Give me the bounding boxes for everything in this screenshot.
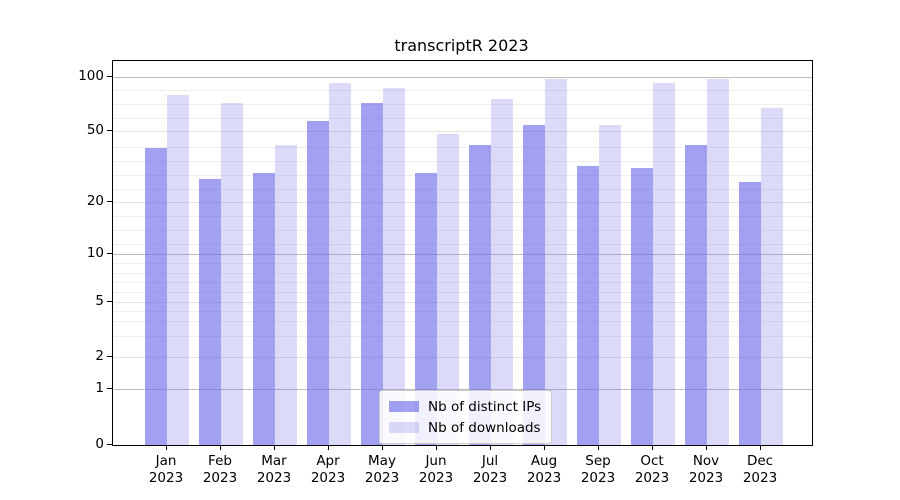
bar-nb-of-downloads-jul — [491, 99, 513, 445]
y-tick-mark-2 — [107, 356, 112, 357]
bar-nb-of-downloads-oct — [653, 83, 675, 445]
y-tick-label-1: 1 — [95, 380, 104, 396]
y-tick-label-10: 10 — [86, 245, 104, 261]
y-tick-label-50: 50 — [86, 122, 104, 138]
gridline-minor — [113, 336, 812, 337]
gridline-minor — [113, 161, 812, 162]
bar-nb-of-downloads-jan — [167, 95, 189, 445]
bar-nb-of-distinct-ips-nov — [685, 144, 707, 445]
gridline-minor — [113, 104, 812, 105]
bar-nb-of-downloads-mar — [275, 144, 297, 445]
x-tick-mark-feb — [220, 445, 221, 450]
gridline-major-1 — [113, 389, 812, 390]
bar-nb-of-downloads-dec — [761, 108, 783, 445]
gridline-minor — [113, 216, 812, 217]
y-tick-label-5: 5 — [95, 293, 104, 309]
gridline-minor — [113, 321, 812, 322]
x-tick-label-dec: Dec 2023 — [742, 453, 778, 486]
bar-nb-of-distinct-ips-dec — [739, 181, 761, 445]
x-tick-label-apr: Apr 2023 — [310, 453, 346, 486]
bar-nb-of-downloads-jun — [437, 134, 459, 445]
legend-label-downloads: Nb of downloads — [428, 419, 541, 436]
gridline-minor — [113, 292, 812, 293]
gridline-minor — [113, 273, 812, 274]
y-tick-label-2: 2 — [95, 348, 104, 364]
x-tick-mark-apr — [328, 445, 329, 450]
bar-nb-of-distinct-ips-oct — [631, 168, 653, 445]
bar-nb-of-downloads-may — [383, 87, 405, 445]
y-tick-label-0: 0 — [95, 436, 104, 452]
y-tick-label-100: 100 — [78, 68, 104, 84]
y-tick-mark-50 — [107, 130, 112, 131]
plot-area — [112, 60, 813, 446]
x-tick-mark-nov — [706, 445, 707, 450]
gridline-minor — [113, 118, 812, 119]
bar-nb-of-distinct-ips-jan — [145, 148, 167, 445]
gridline-5 — [113, 302, 812, 303]
bar-nb-of-distinct-ips-mar — [253, 173, 275, 445]
x-tick-label-jul: Jul 2023 — [472, 453, 508, 486]
legend-label-distinct-ips: Nb of distinct IPs — [428, 398, 542, 415]
bar-nb-of-downloads-aug — [545, 78, 567, 445]
legend-item-downloads: Nb of downloads — [389, 417, 541, 438]
bar-nb-of-downloads-apr — [329, 83, 351, 445]
x-tick-mark-jan — [166, 445, 167, 450]
x-tick-label-jan: Jan 2023 — [148, 453, 184, 486]
bar-nb-of-distinct-ips-apr — [307, 120, 329, 445]
legend-item-distinct-ips: Nb of distinct IPs — [389, 396, 541, 417]
legend: Nb of distinct IPs Nb of downloads — [379, 390, 553, 444]
bar-nb-of-distinct-ips-sep — [577, 165, 599, 445]
y-tick-label-20: 20 — [86, 193, 104, 209]
bar-nb-of-distinct-ips-may — [361, 102, 383, 445]
x-tick-label-mar: Mar 2023 — [256, 453, 292, 486]
bar-nb-of-distinct-ips-jul — [469, 144, 491, 445]
gridline-2 — [113, 357, 812, 358]
chart-title: transcriptR 2023 — [394, 36, 529, 55]
gridline-minor — [113, 263, 812, 264]
gridline-minor — [113, 147, 812, 148]
gridline-major-100 — [113, 77, 812, 78]
legend-swatch-downloads — [389, 422, 419, 433]
x-tick-mark-jul — [490, 445, 491, 450]
x-tick-mark-oct — [652, 445, 653, 450]
y-tick-mark-5 — [107, 301, 112, 302]
gridline-minor — [113, 175, 812, 176]
bar-nb-of-downloads-feb — [221, 102, 243, 445]
x-tick-label-may: May 2023 — [364, 453, 400, 486]
gridline-minor — [113, 311, 812, 312]
x-tick-label-jun: Jun 2023 — [418, 453, 454, 486]
x-tick-mark-dec — [760, 445, 761, 450]
gridline-major-10 — [113, 254, 812, 255]
y-tick-mark-100 — [107, 76, 112, 77]
x-tick-mark-aug — [544, 445, 545, 450]
y-tick-mark-1 — [107, 388, 112, 389]
y-tick-mark-10 — [107, 253, 112, 254]
gridline-50 — [113, 131, 812, 132]
x-tick-label-feb: Feb 2023 — [202, 453, 238, 486]
gridline-minor — [113, 282, 812, 283]
x-tick-mark-mar — [274, 445, 275, 450]
bar-nb-of-distinct-ips-jun — [415, 173, 437, 445]
bar-nb-of-downloads-nov — [707, 78, 729, 445]
x-tick-mark-jun — [436, 445, 437, 450]
bar-nb-of-downloads-sep — [599, 125, 621, 445]
x-tick-label-sep: Sep 2023 — [580, 453, 616, 486]
bar-nb-of-distinct-ips-aug — [523, 125, 545, 445]
gridline-minor — [113, 244, 812, 245]
gridline-minor — [113, 189, 812, 190]
x-tick-label-aug: Aug 2023 — [526, 453, 562, 486]
y-tick-mark-20 — [107, 201, 112, 202]
x-tick-mark-may — [382, 445, 383, 450]
gridline-20 — [113, 202, 812, 203]
x-tick-label-nov: Nov 2023 — [688, 453, 724, 486]
bar-nb-of-distinct-ips-feb — [199, 178, 221, 445]
x-tick-label-oct: Oct 2023 — [634, 453, 670, 486]
y-tick-mark-0 — [107, 444, 112, 445]
legend-swatch-distinct-ips — [389, 401, 419, 412]
x-tick-mark-sep — [598, 445, 599, 450]
gridline-minor — [113, 230, 812, 231]
gridline-minor — [113, 90, 812, 91]
